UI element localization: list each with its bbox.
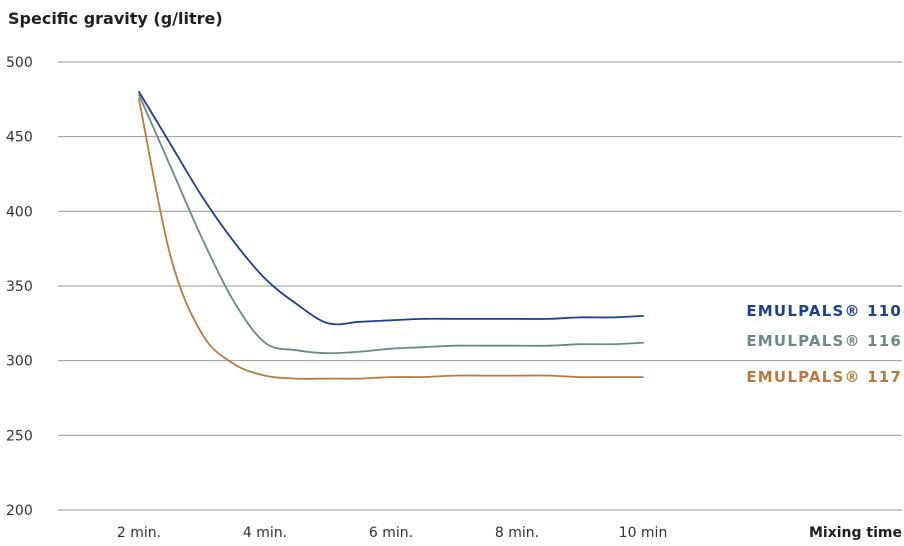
series-line-3 <box>138 98 644 380</box>
chart-title: Specific gravity (g/litre) <box>8 9 223 28</box>
legend-entry-3: EMULPALS® 117 <box>746 368 902 386</box>
x-tick-label: 8 min. <box>495 525 539 541</box>
x-tick-label: 2 min. <box>117 525 161 541</box>
y-axis-ticks: 200 250 300 350 400 450 500 <box>6 55 33 519</box>
series-line-1 <box>138 91 644 326</box>
y-tick-label: 500 <box>6 55 33 71</box>
gridlines <box>58 61 902 511</box>
x-axis-ticks: 2 min. 4 min. 6 min. 8 min. 10 min <box>117 525 667 541</box>
series-line-2 <box>138 94 644 355</box>
y-tick-label: 400 <box>6 204 33 220</box>
y-tick-label: 200 <box>6 503 33 519</box>
series-group <box>138 91 644 380</box>
y-tick-label: 450 <box>6 130 33 146</box>
x-tick-label: 4 min. <box>243 525 287 541</box>
y-tick-label: 300 <box>6 354 33 370</box>
x-tick-label: 6 min. <box>369 525 413 541</box>
y-tick-label: 250 <box>6 428 33 444</box>
x-tick-label: 10 min <box>619 525 668 541</box>
legend: EMULPALS® 110 EMULPALS® 116 EMULPALS® 117 <box>746 302 902 386</box>
y-tick-label: 350 <box>6 279 33 295</box>
legend-entry-2: EMULPALS® 116 <box>746 332 902 350</box>
x-axis-label: Mixing time <box>809 525 902 541</box>
legend-entry-1: EMULPALS® 110 <box>746 302 902 320</box>
